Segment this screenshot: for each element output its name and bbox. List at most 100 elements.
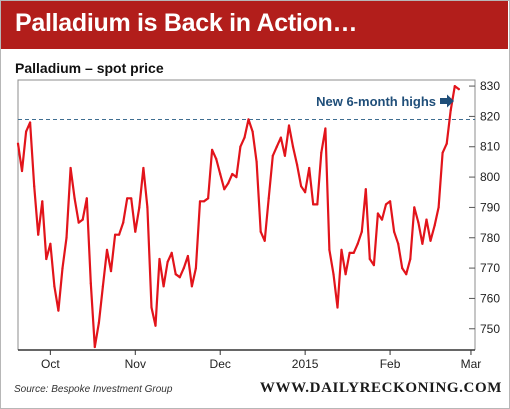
data-point	[429, 239, 432, 242]
data-point	[73, 197, 76, 200]
y-tick-label: 760	[480, 291, 500, 305]
data-point	[425, 218, 428, 221]
data-point	[376, 212, 379, 215]
data-point	[53, 285, 56, 288]
brand-logo-text: WWW.DAILYRECKONING.COM	[259, 380, 502, 396]
x-tick-label: Nov	[125, 357, 146, 371]
data-point	[283, 154, 286, 157]
y-tick-label: 750	[480, 322, 500, 336]
x-tick-label: Dec	[210, 357, 231, 371]
data-point	[194, 267, 197, 270]
data-point	[312, 203, 315, 206]
banner-title: Palladium is Back in Action…	[15, 9, 358, 37]
data-point	[219, 172, 222, 176]
data-point	[296, 163, 299, 166]
plot-frame	[17, 79, 476, 350]
data-point	[348, 251, 351, 254]
data-point	[109, 270, 113, 273]
data-point	[122, 221, 125, 224]
data-point	[275, 145, 278, 148]
data-point	[251, 130, 254, 133]
data-point	[81, 218, 84, 221]
x-tick-label: Mar	[461, 357, 482, 371]
data-point	[49, 242, 52, 245]
data-point	[433, 224, 436, 227]
data-point	[61, 267, 64, 270]
series-group	[16, 84, 460, 349]
data-point	[41, 200, 44, 203]
data-point	[316, 203, 319, 206]
data-point	[352, 251, 355, 254]
y-tick-label: 790	[480, 200, 500, 214]
data-point	[340, 248, 343, 251]
data-point	[207, 197, 210, 200]
data-point	[235, 176, 238, 179]
data-point	[308, 166, 311, 170]
annotation-text: New 6-month highs	[316, 94, 436, 109]
data-point	[441, 151, 444, 154]
data-point	[182, 267, 185, 270]
y-tick-label: 780	[480, 231, 500, 245]
data-point	[332, 273, 335, 276]
data-point	[33, 185, 36, 188]
data-point	[453, 85, 456, 88]
data-point	[37, 233, 40, 236]
data-point	[114, 233, 117, 236]
data-point	[393, 230, 396, 233]
annotation-group: New 6-month highs	[316, 94, 454, 109]
data-point	[166, 260, 169, 264]
data-point	[190, 285, 193, 288]
data-point	[130, 197, 133, 200]
chart-title: Palladium – spot price	[15, 60, 164, 76]
data-point	[336, 306, 339, 309]
data-point	[20, 169, 24, 173]
data-point	[360, 230, 363, 233]
data-point	[449, 109, 452, 112]
data-point	[198, 200, 202, 203]
data-point	[93, 345, 96, 349]
data-point	[380, 218, 384, 221]
x-tick-label: 2015	[292, 357, 319, 371]
data-point	[57, 309, 60, 312]
data-point	[255, 160, 258, 163]
data-point	[85, 197, 88, 200]
data-point	[243, 136, 246, 139]
data-point	[142, 166, 145, 170]
data-point	[356, 242, 359, 245]
data-point	[300, 185, 303, 188]
data-point	[215, 157, 218, 160]
data-point	[146, 206, 149, 209]
data-point	[29, 121, 32, 124]
data-point	[101, 285, 104, 288]
data-point	[45, 257, 48, 261]
data-point	[158, 257, 161, 261]
data-point	[97, 321, 100, 324]
data-point	[291, 145, 295, 148]
data-point	[368, 257, 371, 261]
data-point	[320, 151, 323, 154]
data-point	[126, 197, 129, 200]
y-tick-label: 810	[480, 140, 500, 154]
data-point	[231, 172, 234, 176]
data-point	[16, 142, 20, 145]
data-point	[445, 142, 448, 145]
data-point	[178, 276, 181, 279]
data-point	[409, 257, 412, 261]
data-point	[69, 166, 72, 170]
data-point	[105, 248, 109, 251]
x-tick-label: Oct	[41, 357, 60, 371]
data-point	[417, 221, 420, 224]
data-point	[384, 203, 388, 206]
data-point	[25, 130, 28, 133]
data-point	[457, 88, 460, 91]
data-point	[344, 273, 347, 276]
data-point	[170, 251, 173, 254]
data-point	[259, 230, 262, 233]
y-tick-label: 800	[480, 170, 500, 184]
data-point	[247, 118, 250, 121]
data-point	[174, 273, 177, 276]
data-point	[389, 200, 392, 203]
x-tick-label: Feb	[380, 357, 401, 371]
data-point	[279, 136, 282, 139]
